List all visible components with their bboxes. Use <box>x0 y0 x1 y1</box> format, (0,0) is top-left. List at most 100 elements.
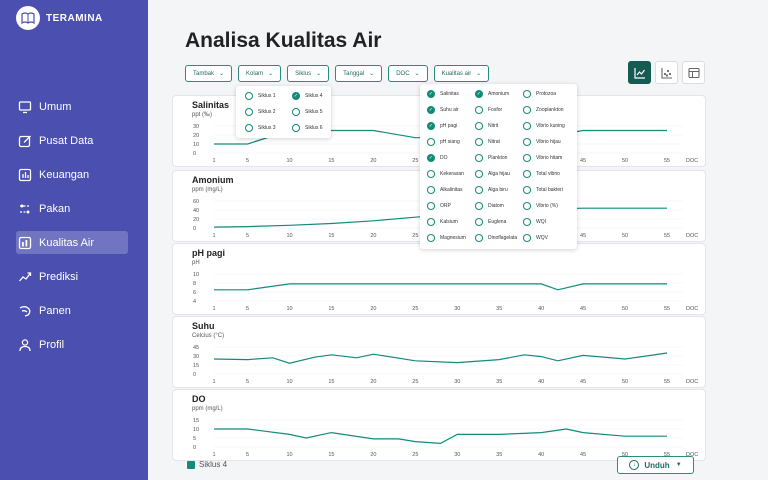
kualitas-option[interactable]: Kalsium <box>427 218 458 226</box>
x-tick-label: 20 <box>370 379 376 385</box>
kualitas-option[interactable]: Protozoa <box>523 90 556 98</box>
scatter-chart-view-button[interactable] <box>655 61 678 84</box>
chart-panel-do: DO ppm (mg/L) 15 10 5 0 1 5 10 15 20 25 30 35 40 45 50 55… <box>172 389 706 461</box>
filter-siklus[interactable]: Siklus ⌄ <box>287 65 330 82</box>
y-tick-label: 5 <box>193 436 196 442</box>
x-tick-label: 20 <box>370 233 376 239</box>
line-chart-view-button[interactable] <box>628 61 651 84</box>
y-tick-label: 10 <box>193 142 199 148</box>
x-tick-label: 20 <box>370 158 376 164</box>
filter-tanggal[interactable]: Tanggal ⌄ <box>335 65 383 82</box>
kualitas-option[interactable]: Total vibrio <box>523 170 560 178</box>
x-tick-label: 40 <box>538 306 544 312</box>
sidebar-item-pusat-data[interactable]: Pusat Data <box>16 129 128 152</box>
kualitas-option[interactable]: pH siang <box>427 138 460 146</box>
kualitas-option[interactable]: Alkalinitas <box>427 186 463 194</box>
option-label: Siklus 5 <box>305 109 323 115</box>
kualitas-option[interactable]: Vibrio (%) <box>523 202 558 210</box>
kualitas-option[interactable]: ORP <box>427 202 451 210</box>
checkbox-icon <box>475 106 483 114</box>
sidebar-item-kualitas-air[interactable]: Kualitas Air <box>16 231 128 254</box>
siklus-option[interactable]: Siklus 6 <box>292 124 323 132</box>
x-tick-label: 5 <box>246 452 249 458</box>
kualitas-option[interactable]: Zooplankton <box>523 106 564 114</box>
edit-icon <box>18 134 32 148</box>
siklus-option[interactable]: Siklus 5 <box>292 108 323 116</box>
chevron-down-icon: ⌄ <box>316 71 322 77</box>
x-tick-label: 20 <box>370 452 376 458</box>
checkbox-icon <box>292 108 300 116</box>
kualitas-option[interactable]: WQI <box>523 218 546 226</box>
kualitas-option[interactable]: Total bakteri <box>523 186 563 194</box>
series-line <box>214 428 667 445</box>
option-label: Dinoflagelata <box>488 235 518 241</box>
filter-label: Tambak <box>193 70 215 77</box>
sidebar-item-pakan[interactable]: Pakan <box>16 197 128 220</box>
x-tick-label: 50 <box>622 306 628 312</box>
option-label: WQI <box>536 219 546 225</box>
checkbox-icon <box>475 218 483 226</box>
kualitas-option[interactable]: Diatom <box>475 202 504 210</box>
x-tick-label: 50 <box>622 158 628 164</box>
x-tick-label: 5 <box>246 306 249 312</box>
filter-doc[interactable]: DOC ⌄ <box>388 65 428 82</box>
checkbox-icon <box>523 218 531 226</box>
kualitas-option[interactable]: Fosfor <box>475 106 502 114</box>
table-view-button[interactable] <box>682 61 705 84</box>
kualitas-option[interactable]: Dinoflagelata <box>475 234 517 242</box>
siklus-option[interactable]: Siklus 2 <box>245 108 276 116</box>
x-tick-label: 15 <box>328 158 334 164</box>
chart-title: Amonium <box>192 175 234 185</box>
x-axis-label: DOC <box>686 158 698 164</box>
y-tick-label: 10 <box>193 427 199 433</box>
sidebar: TERAMINA Umum Pusat Data Keuangan Pakan Kual… <box>0 0 148 480</box>
sidebar-item-profil[interactable]: Profil <box>16 333 128 356</box>
kualitas-option[interactable]: Kekerasan <box>427 170 464 178</box>
kualitas-option[interactable]: Magnesium <box>427 234 466 242</box>
x-tick-label: 45 <box>580 233 586 239</box>
kualitas-option[interactable]: Vibrio hijau <box>523 138 561 146</box>
chart-ylabel: ppm (mg/L) <box>192 187 223 193</box>
sidebar-item-panen[interactable]: Panen <box>16 299 128 322</box>
siklus-option[interactable]: Siklus 3 <box>245 124 276 132</box>
kualitas-option[interactable]: Nitrit <box>475 122 498 130</box>
sidebar-item-keuangan[interactable]: Keuangan <box>16 163 128 186</box>
sidebar-item-prediksi[interactable]: Prediksi <box>16 265 128 288</box>
chart-ylabel: pH <box>192 260 200 266</box>
download-button[interactable]: ↓ Unduh ▼ <box>617 456 694 474</box>
sidebar-nav: Umum Pusat Data Keuangan Pakan Kualitas Air P… <box>16 95 128 367</box>
option-label: Siklus 6 <box>305 125 323 131</box>
checkbox-icon <box>523 122 531 130</box>
y-tick-label: 60 <box>193 199 199 205</box>
kualitas-option[interactable]: Nitrat <box>475 138 500 146</box>
kualitas-option[interactable]: Plankton <box>475 154 507 162</box>
option-label: Vibrio hitam <box>536 155 563 161</box>
sidebar-item-umum[interactable]: Umum <box>16 95 128 118</box>
kualitas-option[interactable]: Alga biru <box>475 186 508 194</box>
kualitas-option[interactable]: ✓ Salinitas <box>427 90 459 98</box>
filter-kualitas-air[interactable]: Kualitas air ⌄ <box>433 65 490 82</box>
kualitas-option[interactable]: ✓ DO <box>427 154 448 162</box>
kualitas-option[interactable]: ✓ Suhu air <box>427 106 459 114</box>
y-tick-label: 4 <box>193 299 196 305</box>
siklus-option[interactable]: Siklus 1 <box>245 92 276 100</box>
chart-panel-ph-pagi: pH pagi pH 10 8 6 4 1 5 10 15 20 25 30 35 40 45 50 55 DOC <box>172 243 706 315</box>
kualitas-option[interactable]: ✓ pH pagi <box>427 122 457 130</box>
kualitas-option[interactable]: Euglena <box>475 218 506 226</box>
option-label: Magnesium <box>440 235 466 241</box>
filter-kolam[interactable]: Kolam ⌄ <box>238 65 282 82</box>
kualitas-option[interactable]: Vibrio kuning <box>523 122 565 130</box>
chart-ylabel: ppt (‰) <box>192 112 213 118</box>
kualitas-option[interactable]: ✓ Amonium <box>475 90 509 98</box>
filter-tambak[interactable]: Tambak ⌄ <box>185 65 233 82</box>
user-icon <box>18 338 32 352</box>
x-tick-label: 25 <box>412 306 418 312</box>
kualitas-option[interactable]: Alga hijau <box>475 170 510 178</box>
kualitas-option[interactable]: WQV <box>523 234 548 242</box>
option-label: ORP <box>440 203 451 209</box>
kualitas-option[interactable]: Vibrio hitam <box>523 154 562 162</box>
x-tick-label: 55 <box>664 306 670 312</box>
siklus-option[interactable]: ✓ Siklus 4 <box>292 92 323 100</box>
y-tick-label: 0 <box>193 372 196 378</box>
